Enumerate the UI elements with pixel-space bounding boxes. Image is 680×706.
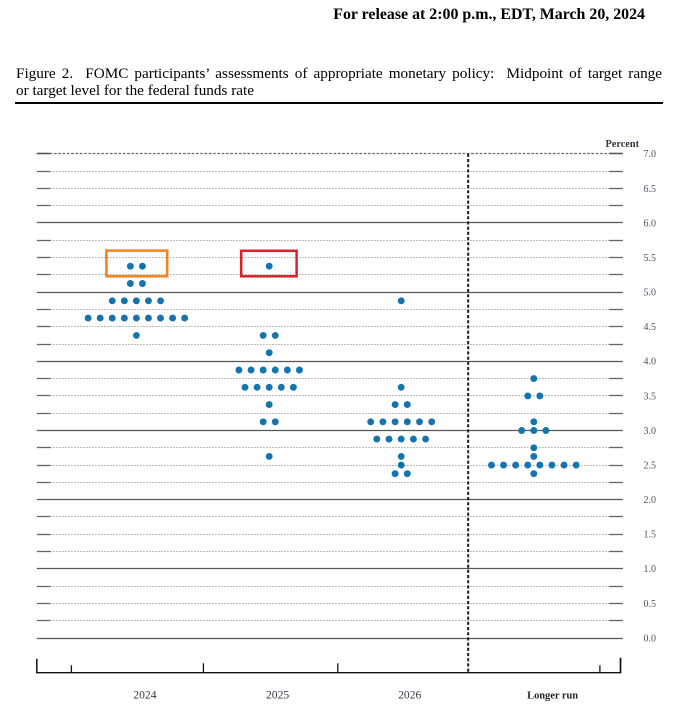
svg-text:2025: 2025 bbox=[266, 689, 289, 702]
svg-text:3.0: 3.0 bbox=[643, 426, 656, 437]
svg-text:Longer run: Longer run bbox=[527, 691, 578, 702]
svg-text:4.5: 4.5 bbox=[643, 322, 656, 333]
svg-text:2026: 2026 bbox=[398, 689, 421, 702]
svg-text:2024: 2024 bbox=[133, 689, 156, 702]
svg-text:2.5: 2.5 bbox=[643, 461, 656, 472]
svg-text:0.5: 0.5 bbox=[643, 599, 656, 610]
svg-text:0.0: 0.0 bbox=[643, 633, 656, 644]
svg-text:5.0: 5.0 bbox=[643, 288, 656, 299]
svg-text:6.0: 6.0 bbox=[643, 218, 656, 229]
svg-text:5.5: 5.5 bbox=[643, 253, 656, 264]
svg-text:Percent: Percent bbox=[605, 139, 639, 150]
svg-text:3.5: 3.5 bbox=[643, 391, 656, 402]
svg-text:1.5: 1.5 bbox=[643, 530, 656, 541]
svg-text:7.0: 7.0 bbox=[643, 149, 656, 160]
svg-text:1.0: 1.0 bbox=[643, 564, 656, 575]
svg-text:6.5: 6.5 bbox=[643, 184, 656, 195]
svg-text:2.0: 2.0 bbox=[643, 495, 656, 506]
svg-text:4.0: 4.0 bbox=[643, 357, 656, 368]
